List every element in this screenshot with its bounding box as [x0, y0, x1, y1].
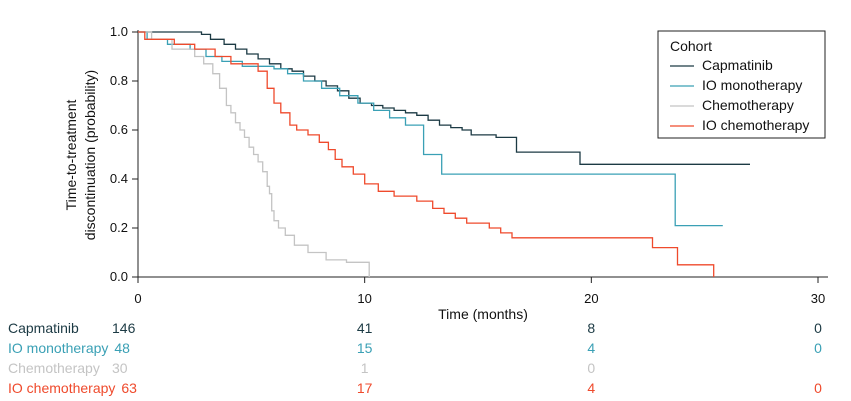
- risk-value: 63: [121, 380, 137, 396]
- y-tick-label: 0.0: [110, 269, 128, 284]
- y-axis-title-line-2: discontinuation (probability): [82, 70, 98, 240]
- x-tick-label: 10: [357, 291, 371, 306]
- risk-row-label: Chemotherapy: [8, 360, 100, 376]
- x-axis-title: Time (months): [438, 306, 528, 322]
- risk-value: 30: [112, 360, 128, 376]
- risk-row-label: IO monotherapy: [8, 340, 108, 356]
- risk-value: 0: [587, 360, 595, 376]
- legend-label: IO monotherapy: [702, 77, 802, 93]
- risk-value: 0: [814, 340, 822, 356]
- survival-curves: [138, 31, 750, 277]
- x-axis-ticks: 0 10 20 30: [134, 277, 825, 306]
- number-at-risk-table: Capmatinib 146 41 8 0IO monotherapy 48 15 4 0Che…: [8, 320, 822, 396]
- series-line-capmatinib: [138, 31, 750, 165]
- risk-value: 48: [114, 340, 130, 356]
- risk-value: 4: [587, 380, 595, 396]
- y-tick-label: 1.0: [110, 24, 128, 39]
- y-axis-ticks: 0.0 0.2 0.4 0.6 0.8 1.0: [110, 24, 138, 284]
- legend-title: Cohort: [670, 38, 712, 54]
- risk-row-label: IO chemotherapy: [8, 380, 115, 396]
- risk-value: 4: [587, 340, 595, 356]
- x-tick-label: 30: [811, 291, 825, 306]
- risk-value: 0: [814, 320, 822, 336]
- risk-value: 146: [112, 320, 136, 336]
- legend-label: Capmatinib: [702, 57, 773, 73]
- y-axis-title-line-1: Time-to-treatment: [63, 100, 79, 211]
- legend-label: IO chemotherapy: [702, 117, 809, 133]
- legend: Cohort Capmatinib IO monotherapy Chemother…: [657, 30, 826, 139]
- risk-value: 15: [357, 340, 373, 356]
- risk-value: 17: [357, 380, 373, 396]
- x-tick-label: 0: [134, 291, 141, 306]
- risk-value: 8: [587, 320, 595, 336]
- series-line-io-monotherapy: [138, 31, 723, 227]
- y-tick-label: 0.2: [110, 220, 128, 235]
- y-tick-label: 0.8: [110, 73, 128, 88]
- series-line-io-chemotherapy: [138, 31, 715, 277]
- series-line-chemotherapy: [138, 31, 370, 277]
- y-tick-label: 0.4: [110, 171, 128, 186]
- legend-label: Chemotherapy: [702, 97, 794, 113]
- risk-value: 41: [357, 320, 373, 336]
- legend-box: [657, 30, 826, 139]
- risk-value: 1: [361, 360, 369, 376]
- x-tick-label: 20: [584, 291, 598, 306]
- y-tick-label: 0.6: [110, 122, 128, 137]
- legend-items: Capmatinib IO monotherapy Chemotherapy IO c…: [670, 57, 809, 133]
- risk-row-label: Capmatinib: [8, 320, 79, 336]
- risk-value: 0: [814, 380, 822, 396]
